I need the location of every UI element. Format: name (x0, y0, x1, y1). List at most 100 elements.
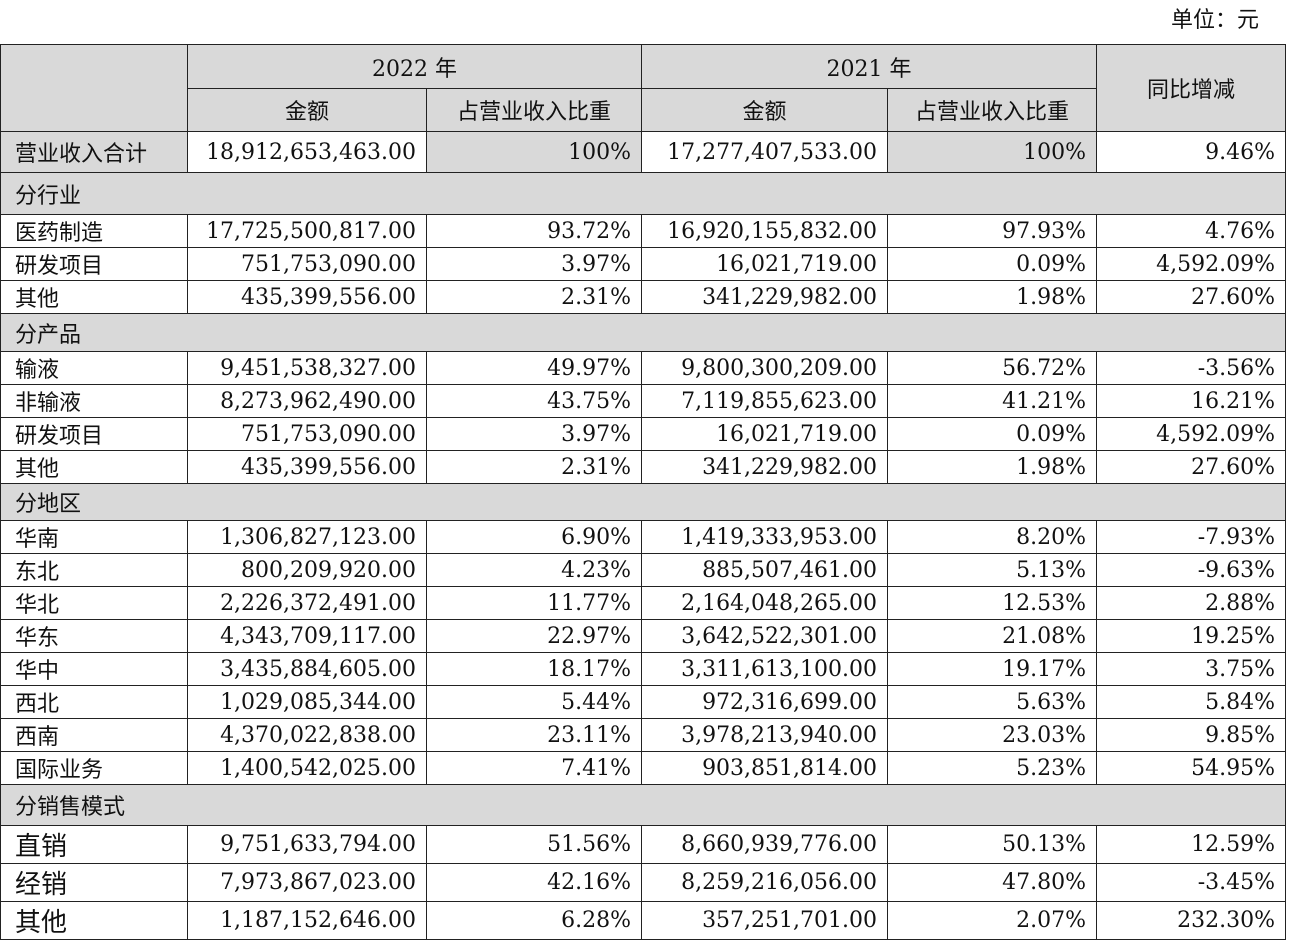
row-label: 华北 (0, 586, 188, 620)
ratio-2021: 0.09% (887, 247, 1098, 281)
ratio-2022: 51.56% (425, 825, 643, 864)
amount-2022: 435,399,556.00 (187, 280, 427, 314)
yoy-change: 4.76% (1096, 214, 1287, 248)
ratio-2022: 3.97% (425, 247, 643, 281)
row-label: 输液 (0, 351, 188, 385)
amount-2022: 1,306,827,123.00 (187, 520, 427, 554)
row-label: 其他 (0, 450, 188, 484)
amount-2021: 7,119,855,623.00 (641, 384, 889, 418)
ratio-2022: 23.11% (425, 718, 643, 752)
ratio-2022: 4.23% (425, 553, 643, 587)
amount-2022: 9,751,633,794.00 (187, 825, 427, 864)
amount-2021: 9,800,300,209.00 (641, 351, 889, 385)
ratio-2022: 100% (425, 131, 643, 173)
amount-2021: 3,978,213,940.00 (641, 718, 889, 752)
amount-2022: 9,451,538,327.00 (187, 351, 427, 385)
amount-2022: 2,226,372,491.00 (187, 586, 427, 620)
ratio-2022: 5.44% (425, 685, 643, 719)
amount-2021: 357,251,701.00 (641, 901, 889, 940)
section-title: 分地区 (0, 483, 1287, 521)
amount-2022: 1,400,542,025.00 (187, 751, 427, 785)
table-row: 其他 435,399,556.00 2.31% 341,229,982.00 1.98%… (0, 280, 1287, 314)
yoy-change: 12.59% (1096, 825, 1287, 864)
row-label: 西北 (0, 685, 188, 719)
table-row: 东北 800,209,920.00 4.23% 885,507,461.00 5.13%… (0, 553, 1287, 587)
section-header-row: 分产品 (0, 313, 1287, 352)
header-yoy: 同比增减 (1096, 44, 1287, 132)
ratio-2022: 42.16% (425, 863, 643, 902)
ratio-2021: 5.23% (887, 751, 1098, 785)
table-row: 华东 4,343,709,117.00 22.97% 3,642,522,301.00… (0, 619, 1287, 653)
amount-2021: 341,229,982.00 (641, 280, 889, 314)
yoy-change: 4,592.09% (1096, 247, 1287, 281)
yoy-change: -9.63% (1096, 553, 1287, 587)
yoy-change: 54.95% (1096, 751, 1287, 785)
ratio-2022: 11.77% (425, 586, 643, 620)
row-label: 华南 (0, 520, 188, 554)
amount-2022: 3,435,884,605.00 (187, 652, 427, 686)
table-row: 华北 2,226,372,491.00 11.77% 2,164,048,265.00… (0, 586, 1287, 620)
amount-2021: 3,311,613,100.00 (641, 652, 889, 686)
ratio-2022: 6.28% (425, 901, 643, 940)
table-row: 直销 9,751,633,794.00 51.56% 8,660,939,776.00… (0, 825, 1287, 864)
ratio-2021: 56.72% (887, 351, 1098, 385)
amount-2022: 4,370,022,838.00 (187, 718, 427, 752)
row-label: 华东 (0, 619, 188, 653)
table-row: 西南 4,370,022,838.00 23.11% 3,978,213,940.00… (0, 718, 1287, 752)
row-label: 医药制造 (0, 214, 188, 248)
amount-2021: 16,021,719.00 (641, 417, 889, 451)
table-header: 2022 年 2021 年 同比增减 金额 占营业收入比重 金额 占营业收入比重 (0, 44, 1287, 132)
ratio-2021: 19.17% (887, 652, 1098, 686)
table-row: 非输液 8,273,962,490.00 43.75% 7,119,855,623.0… (0, 384, 1287, 418)
row-label: 直销 (0, 825, 188, 864)
ratio-2021: 8.20% (887, 520, 1098, 554)
header-amount-2021: 金额 (641, 88, 889, 132)
ratio-2022: 49.97% (425, 351, 643, 385)
yoy-change: 4,592.09% (1096, 417, 1287, 451)
yoy-change: -7.93% (1096, 520, 1287, 554)
amount-2021: 341,229,982.00 (641, 450, 889, 484)
ratio-2021: 23.03% (887, 718, 1098, 752)
amount-2022: 8,273,962,490.00 (187, 384, 427, 418)
amount-2021: 885,507,461.00 (641, 553, 889, 587)
amount-2022: 1,187,152,646.00 (187, 901, 427, 940)
yoy-change: 27.60% (1096, 280, 1287, 314)
ratio-2021: 21.08% (887, 619, 1098, 653)
table-row: 华南 1,306,827,123.00 6.90% 1,419,333,953.00 8… (0, 520, 1287, 554)
yoy-change: 3.75% (1096, 652, 1287, 686)
row-label: 经销 (0, 863, 188, 902)
ratio-2022: 93.72% (425, 214, 643, 248)
ratio-2022: 2.31% (425, 280, 643, 314)
amount-2021: 16,021,719.00 (641, 247, 889, 281)
amount-2022: 17,725,500,817.00 (187, 214, 427, 248)
table-row: 西北 1,029,085,344.00 5.44% 972,316,699.00 5.6… (0, 685, 1287, 719)
revenue-composition-table: 2022 年 2021 年 同比增减 金额 占营业收入比重 金额 占营业收入比重… (0, 44, 1287, 940)
header-ratio-2022: 占营业收入比重 (425, 88, 643, 132)
section-title: 分行业 (0, 172, 1287, 215)
row-label: 国际业务 (0, 751, 188, 785)
row-label: 其他 (0, 280, 188, 314)
amount-2021: 16,920,155,832.00 (641, 214, 889, 248)
amount-2021: 2,164,048,265.00 (641, 586, 889, 620)
yoy-change: 2.88% (1096, 586, 1287, 620)
ratio-2021: 0.09% (887, 417, 1098, 451)
yoy-change: 9.46% (1096, 131, 1287, 173)
amount-2021: 903,851,814.00 (641, 751, 889, 785)
yoy-change: 16.21% (1096, 384, 1287, 418)
amount-2022: 1,029,085,344.00 (187, 685, 427, 719)
section-title: 分产品 (0, 313, 1287, 352)
ratio-2021: 1.98% (887, 450, 1098, 484)
header-year-2021: 2021 年 (641, 44, 1098, 89)
ratio-2022: 43.75% (425, 384, 643, 418)
header-year-2022: 2022 年 (186, 44, 643, 89)
ratio-2021: 50.13% (887, 825, 1098, 864)
table-row: 经销 7,973,867,023.00 42.16% 8,259,216,056.00… (0, 863, 1287, 902)
table-row: 研发项目 751,753,090.00 3.97% 16,021,719.00 0.09… (0, 247, 1287, 281)
header-amount-2022: 金额 (187, 88, 427, 132)
row-label: 非输液 (0, 384, 188, 418)
ratio-2021: 5.63% (887, 685, 1098, 719)
ratio-2022: 18.17% (425, 652, 643, 686)
ratio-2021: 47.80% (887, 863, 1098, 902)
amount-2021: 1,419,333,953.00 (641, 520, 889, 554)
table-row: 国际业务 1,400,542,025.00 7.41% 903,851,814.00 5… (0, 751, 1287, 785)
